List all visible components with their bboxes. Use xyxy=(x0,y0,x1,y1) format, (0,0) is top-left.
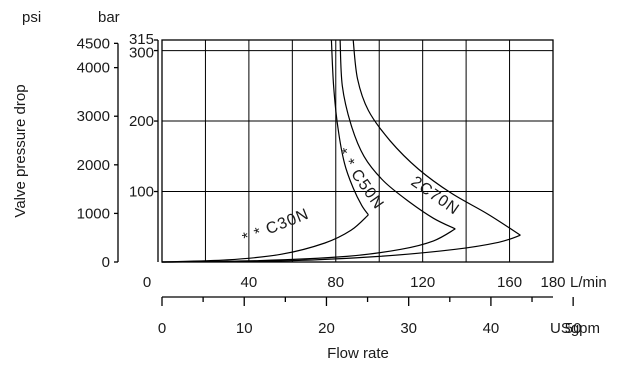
x-axis-title: Flow rate xyxy=(327,345,389,362)
lmin-tick-label: 0 xyxy=(143,274,151,291)
grid xyxy=(161,39,554,263)
lmin-tick-label: 40 xyxy=(241,274,258,291)
psi-unit-label: psi xyxy=(22,9,41,26)
series-curve-lower xyxy=(161,234,521,263)
psi-tick-label: 0 xyxy=(102,254,110,271)
psi-tick-label: 3000 xyxy=(77,108,110,125)
lmin-tick-label: 160 xyxy=(497,274,522,291)
labels: bar100200300315psi010002000300040004500V… xyxy=(12,9,607,362)
psi-tick-label: 4500 xyxy=(77,35,110,52)
series-curve-upper xyxy=(339,39,456,230)
series-curve-lower xyxy=(161,228,456,263)
bar-tick-label: 100 xyxy=(129,184,154,201)
y-axis-title: Valve pressure drop xyxy=(12,84,29,217)
gpm-tick-label: 50 xyxy=(565,320,582,337)
curves xyxy=(161,39,521,263)
lmin-unit-label: L/min xyxy=(570,274,607,291)
series-label: * * C30N xyxy=(240,206,312,248)
gpm-tick-label: 40 xyxy=(483,320,500,337)
bar-unit-label: bar xyxy=(98,9,120,26)
series-curve-upper xyxy=(352,39,521,236)
gpm-tick-label: 0 xyxy=(158,320,166,337)
psi-tick-label: 2000 xyxy=(77,157,110,174)
lmin-tick-label: 80 xyxy=(327,274,344,291)
axes xyxy=(114,39,574,306)
series-curve-upper xyxy=(330,39,369,216)
series-curve-lower xyxy=(161,214,369,263)
bar-tick-label: 300 xyxy=(129,45,154,62)
psi-tick-label: 1000 xyxy=(77,205,110,222)
gpm-unit-label: USgpm xyxy=(550,320,600,337)
lmin-tick-label: 180 xyxy=(540,274,565,291)
plot-frame xyxy=(161,39,554,263)
bar-tick-label: 315 xyxy=(129,31,154,48)
lmin-tick-label: 120 xyxy=(410,274,435,291)
series-label: 2C70N xyxy=(408,173,463,218)
psi-tick-label: 4000 xyxy=(77,60,110,77)
gpm-tick-label: 10 xyxy=(236,320,253,337)
gpm-tick-label: 20 xyxy=(318,320,335,337)
gpm-tick-label: 30 xyxy=(400,320,417,337)
bar-tick-label: 200 xyxy=(129,113,154,130)
